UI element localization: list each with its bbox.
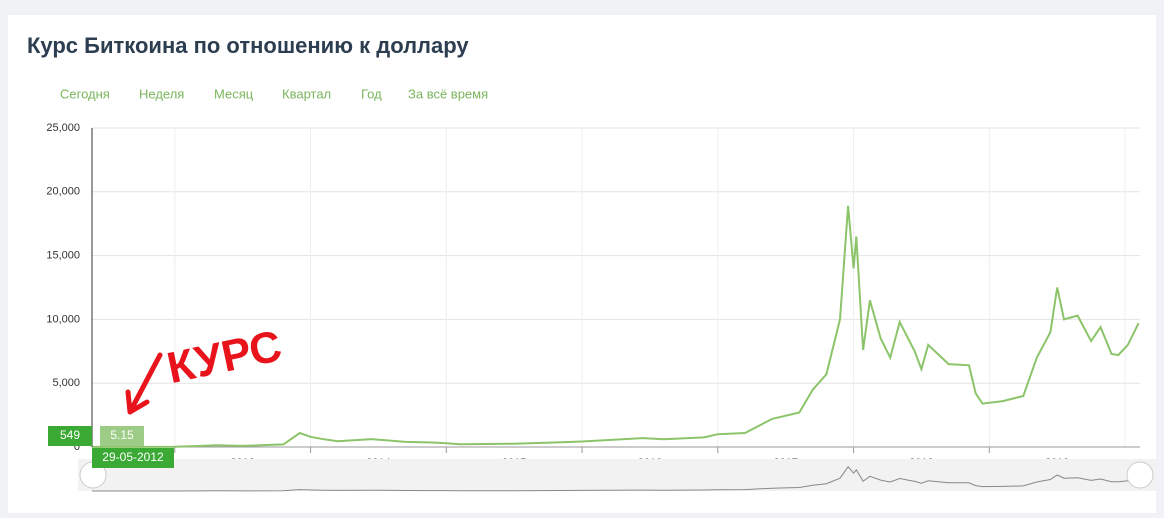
cursor-value-label: 5.15: [110, 428, 134, 442]
tab[interactable]: За всё время: [408, 86, 488, 101]
plot: [92, 205, 1140, 448]
y-tick-label: 25,000: [46, 122, 80, 134]
cursor: 549 5.15 29-05-2012: [48, 426, 174, 468]
tab[interactable]: Квартал: [282, 86, 331, 101]
tab[interactable]: Неделя: [139, 86, 184, 101]
navigator-handle[interactable]: [1126, 461, 1154, 489]
y-tick-label: 0: [74, 441, 80, 453]
cursor-value-box: [100, 426, 144, 446]
navigator-line: [92, 465, 1139, 492]
chart-title: Курс Биткоина по отношению к доллару: [27, 33, 469, 58]
series-line: [92, 205, 1140, 448]
tabs: Сегодня Неделя Месяц Квартал Год За всё время: [60, 86, 488, 101]
navigator-series: [92, 465, 1139, 492]
cursor-date-box: [92, 448, 174, 468]
annotation-arrow: [125, 352, 163, 415]
tab[interactable]: Месяц: [214, 86, 254, 101]
cursor-y-label: 549: [60, 428, 80, 442]
y-tick-label: 15,000: [46, 250, 80, 262]
cursor-date-label: 29-05-2012: [102, 450, 164, 464]
y-tick-label: 20,000: [46, 186, 80, 198]
tab[interactable]: Год: [361, 86, 382, 101]
y-tick-label: 5,000: [52, 377, 80, 389]
cursor-y-box: [48, 426, 92, 446]
tab[interactable]: Сегодня: [60, 86, 110, 101]
y-tick-label: 10,000: [46, 313, 80, 325]
